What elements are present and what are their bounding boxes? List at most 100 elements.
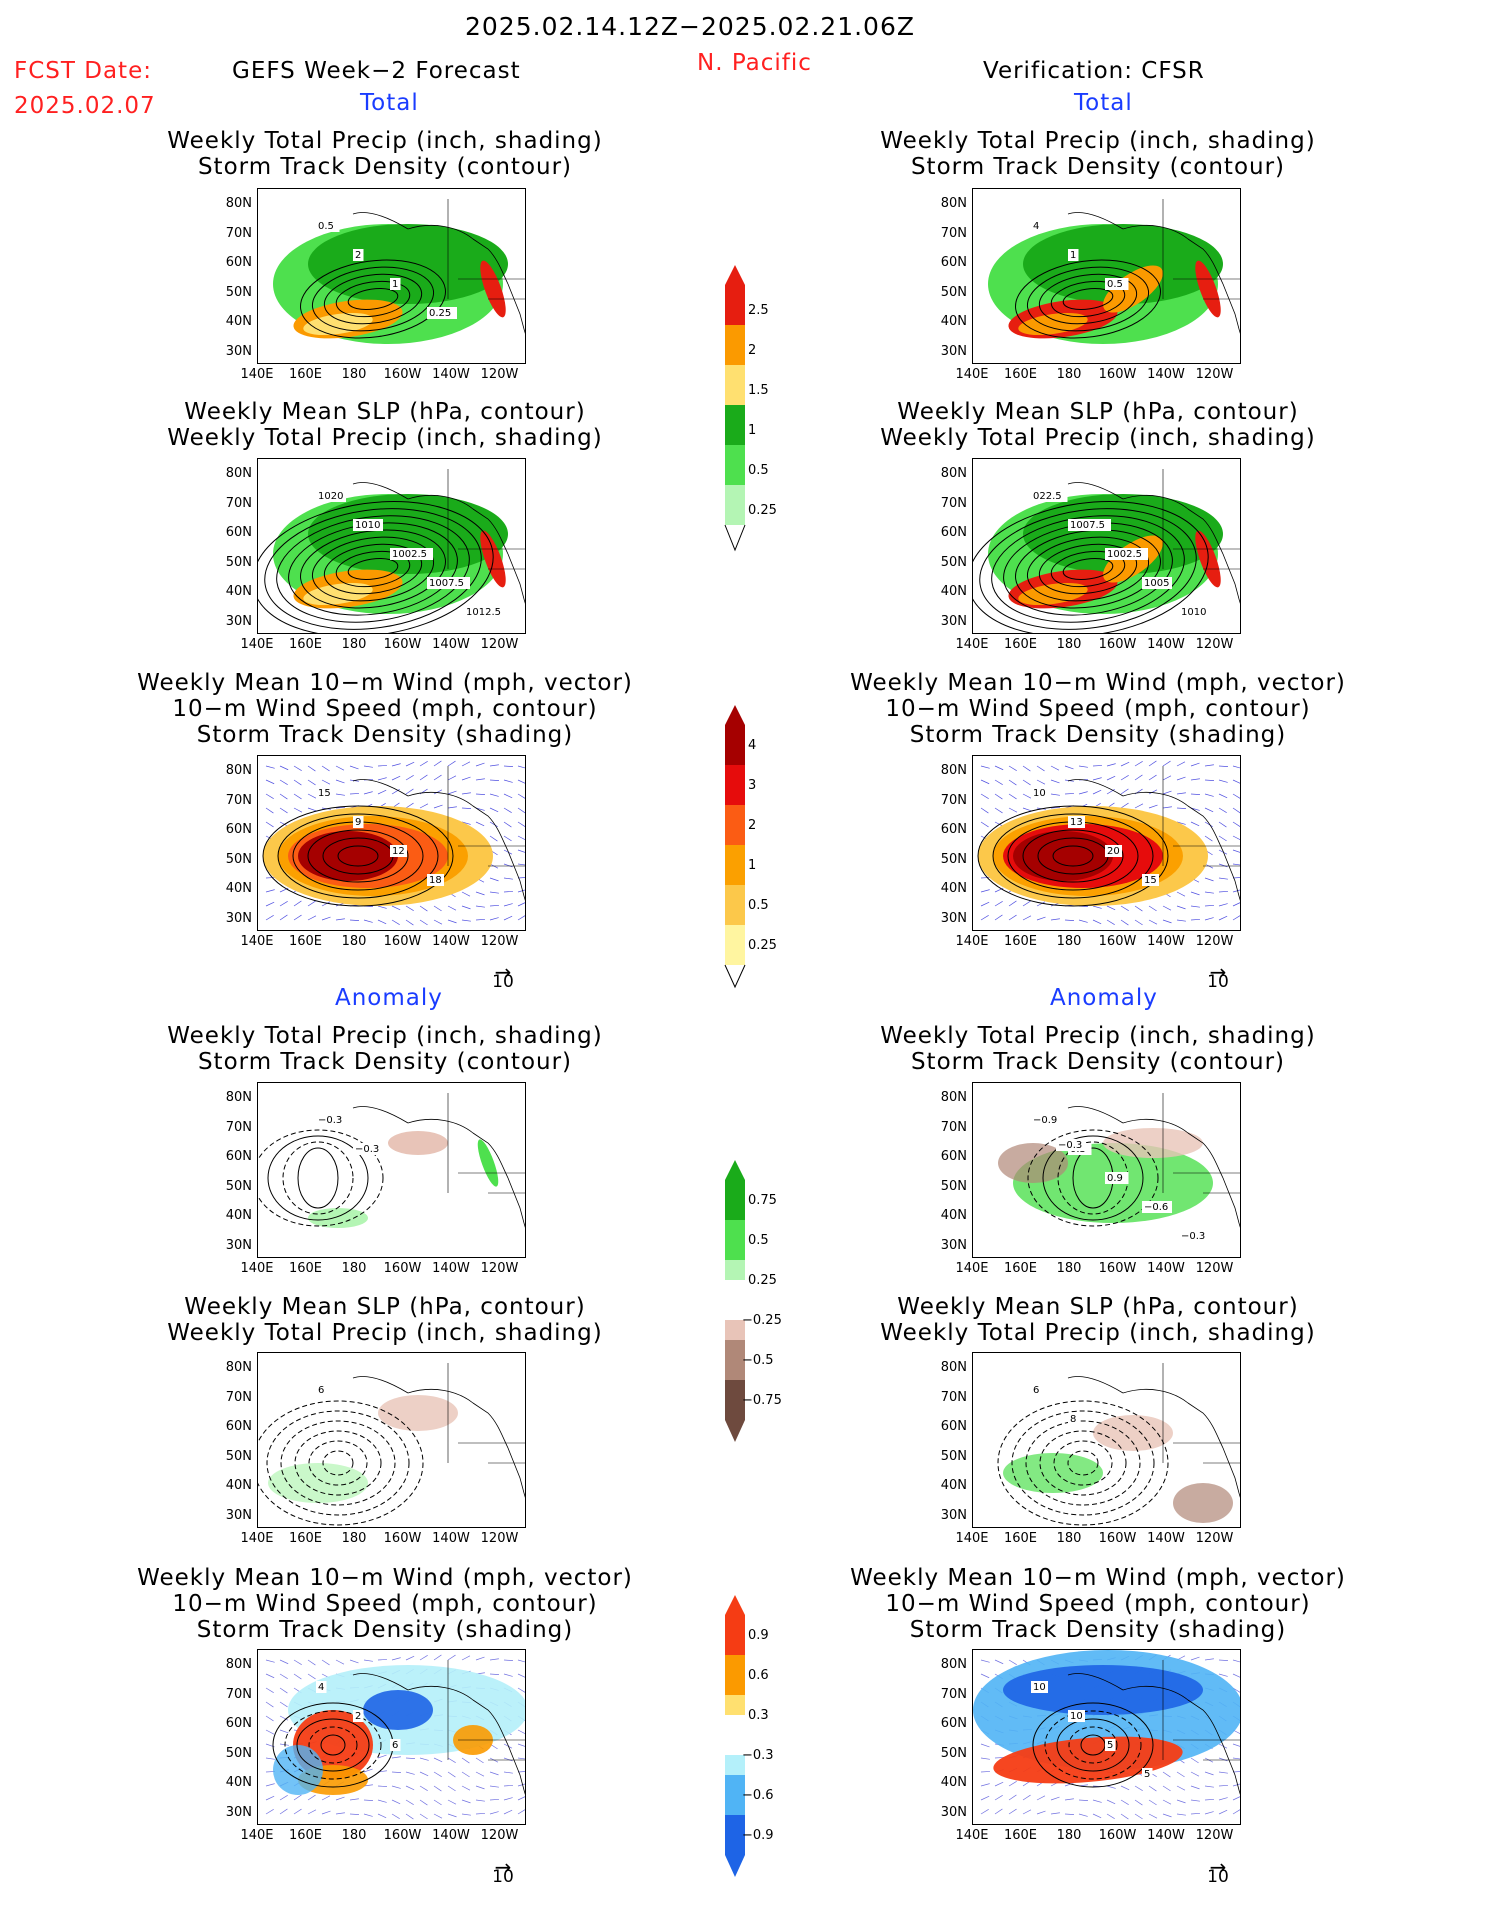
map-field: 1020 1010 1002.5 1007.5 1012.5 bbox=[258, 469, 525, 633]
contour-label: −0.3 bbox=[1058, 1140, 1082, 1151]
lon-tick-label: 120W bbox=[480, 637, 519, 652]
cb4-label-0: 0.9 bbox=[748, 1628, 769, 1643]
lon-tick-label: 140E bbox=[240, 934, 274, 949]
contour-label: 1020 bbox=[318, 491, 343, 502]
lat-tick-label: 40N bbox=[940, 314, 967, 329]
lon-tick-label: 180 bbox=[341, 1828, 367, 1843]
lat-tick-label: 40N bbox=[225, 1208, 252, 1223]
title-p7: Weekly Total Precip (inch, shading) Storm… bbox=[167, 1023, 603, 1075]
contour-label: 2 bbox=[355, 250, 361, 261]
lon-tick-label: 180 bbox=[341, 1531, 367, 1546]
contour-label: 0.5 bbox=[318, 221, 334, 232]
lon-tick-label: 180 bbox=[1056, 1828, 1082, 1843]
contour-label: 1010 bbox=[355, 520, 380, 531]
lat-tick-label: 80N bbox=[225, 763, 252, 778]
lon-tick-label: 180 bbox=[341, 934, 367, 949]
lon-tick-label: 140W bbox=[1147, 367, 1185, 382]
map-field: 410.5 bbox=[988, 199, 1240, 344]
lon-tick-label: 160E bbox=[288, 1261, 323, 1276]
map-area: −0.90.30.9−0.6−0.3−0.3 bbox=[972, 1082, 1241, 1258]
cb2-label-1: 3 bbox=[748, 778, 757, 793]
contour-label: 13 bbox=[1070, 817, 1083, 828]
title-p1: Weekly Total Precip (inch, shading) Storm… bbox=[167, 128, 603, 180]
section-anomaly-right: Anomaly bbox=[1050, 985, 1158, 1011]
lat-tick-label: 60N bbox=[225, 1149, 252, 1164]
contour-label: 1012.5 bbox=[466, 607, 501, 618]
map-area: 4 1 0.5 bbox=[972, 188, 1241, 364]
region-title: N. Pacific bbox=[697, 50, 812, 76]
section-total-right: Total bbox=[1074, 90, 1133, 116]
lon-tick-label: 140E bbox=[955, 1531, 989, 1546]
contour-label: 10 bbox=[1033, 1682, 1046, 1693]
lat-tick-label: 40N bbox=[940, 1775, 967, 1790]
cb2-label-2: 2 bbox=[748, 818, 757, 833]
lon-tick-label: 140W bbox=[432, 637, 470, 652]
title-p12: Weekly Mean 10−m Wind (mph, vector) 10−m … bbox=[850, 1565, 1346, 1643]
lon-tick-label: 180 bbox=[1056, 367, 1082, 382]
cb1-label-1: 2 bbox=[748, 343, 757, 358]
lat-tick-label: 70N bbox=[225, 1389, 252, 1405]
cb1-label-3: 1 bbox=[748, 423, 757, 438]
lon-tick-label: 160W bbox=[383, 1261, 422, 1276]
lon-tick-label: 160E bbox=[1003, 1531, 1038, 1546]
lat-tick-label: 30N bbox=[225, 1804, 252, 1820]
lon-tick-label: 120W bbox=[1195, 367, 1234, 382]
cb1-label-5: 0.25 bbox=[748, 503, 777, 518]
map-area: 15 9 12 18 bbox=[257, 755, 526, 931]
lat-tick-label: 40N bbox=[940, 881, 967, 896]
map-panel-12: 10 10 5 5 80N 70N 60N 50N 40N 30N 140E 160E 180 160W 1… bbox=[927, 1639, 1276, 1855]
contour-label: 8 bbox=[1070, 1414, 1076, 1425]
title-p5: Weekly Mean 10−m Wind (mph, vector) 10−m … bbox=[137, 670, 633, 748]
lon-tick-label: 160W bbox=[1098, 934, 1137, 949]
lon-tick-label: 120W bbox=[480, 934, 519, 949]
lat-tick-label: 50N bbox=[225, 1745, 252, 1761]
map-area: −0.3 −0.3 bbox=[257, 1082, 526, 1258]
lon-tick-label: 160E bbox=[288, 367, 323, 382]
map-panel-4: 022.5 1007.5 1002.5 1005 1010 80N 70N 60N 50N 40N… bbox=[927, 448, 1276, 664]
contour-label: 5 bbox=[1144, 1769, 1150, 1780]
lat-tick-label: 50N bbox=[225, 1178, 252, 1194]
lon-tick-label: 140W bbox=[1147, 1261, 1185, 1276]
map-area: 10 13 20 15 bbox=[972, 755, 1241, 931]
lat-tick-label: 30N bbox=[225, 910, 252, 926]
map-panel-2: 4 1 0.5 80N 70N 60N 50N 40N 30N 140E 160E 180 160W 14… bbox=[927, 178, 1276, 394]
fcst-date-label: FCST Date: bbox=[14, 58, 152, 84]
lon-tick-label: 180 bbox=[341, 367, 367, 382]
lat-tick-label: 70N bbox=[940, 1119, 967, 1135]
lat-tick-label: 60N bbox=[225, 255, 252, 270]
lon-tick-label: 140E bbox=[955, 1261, 989, 1276]
lon-tick-label: 140W bbox=[1147, 1828, 1185, 1843]
lat-tick-label: 60N bbox=[940, 255, 967, 270]
lat-tick-label: 40N bbox=[225, 314, 252, 329]
contour-label: 15 bbox=[1144, 875, 1157, 886]
lat-tick-label: 50N bbox=[940, 1448, 967, 1464]
map-panel-3: 1020 1010 1002.5 1007.5 1012.5 80N 70N 60N 50N 40… bbox=[212, 448, 561, 664]
cb4-label-3: −0.3 bbox=[742, 1748, 774, 1763]
cb2-label-4: 0.5 bbox=[748, 898, 769, 913]
map-field: 0.5 2 1 0.25 bbox=[273, 199, 525, 344]
lat-tick-label: 50N bbox=[940, 554, 967, 570]
cb2-label-3: 1 bbox=[748, 858, 757, 873]
contour-label: 4 bbox=[1033, 221, 1039, 232]
contour-label: −0.3 bbox=[355, 1144, 379, 1155]
contour-label: 022.5 bbox=[1033, 491, 1062, 502]
lon-tick-label: 120W bbox=[1195, 1531, 1234, 1546]
lat-tick-label: 70N bbox=[940, 225, 967, 241]
lat-tick-label: 50N bbox=[940, 1745, 967, 1761]
lat-tick-label: 80N bbox=[225, 1657, 252, 1672]
lat-tick-label: 50N bbox=[940, 1178, 967, 1194]
lat-tick-label: 30N bbox=[940, 910, 967, 926]
title-p3: Weekly Mean SLP (hPa, contour) Weekly Tot… bbox=[167, 399, 603, 451]
lon-tick-label: 140E bbox=[240, 1828, 274, 1843]
contour-label: −0.9 bbox=[1033, 1115, 1057, 1126]
lon-tick-label: 160W bbox=[1098, 1828, 1137, 1843]
map-field: −0.3 −0.3 bbox=[258, 1093, 525, 1228]
lat-tick-label: 70N bbox=[225, 495, 252, 511]
contour-label: 6 bbox=[318, 1385, 324, 1396]
title-p11: Weekly Mean 10−m Wind (mph, vector) 10−m … bbox=[137, 1565, 633, 1643]
section-anomaly-left: Anomaly bbox=[335, 985, 443, 1011]
lon-tick-label: 140W bbox=[432, 1828, 470, 1843]
lat-tick-label: 50N bbox=[225, 554, 252, 570]
contour-label: 1 bbox=[392, 279, 398, 290]
